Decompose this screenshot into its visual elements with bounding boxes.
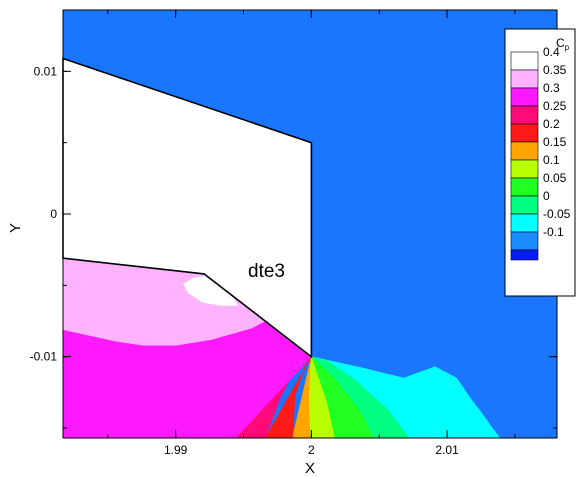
legend-label: -0.1	[543, 225, 564, 239]
y-tick-label: 0	[50, 207, 57, 221]
legend-swatch	[510, 177, 539, 197]
legend-swatch	[510, 105, 539, 125]
contour-region	[183, 275, 239, 306]
annotation-label: dte3	[248, 261, 285, 282]
legend-swatch	[510, 51, 539, 71]
legend-swatch	[510, 195, 539, 215]
legend-label: 0.35	[543, 63, 567, 77]
legend-swatch	[510, 249, 539, 261]
y-axis-title: Y	[7, 223, 24, 233]
legend-swatch	[510, 213, 539, 233]
legend-label: 0.15	[543, 135, 567, 149]
legend-label: 0	[543, 189, 550, 203]
legend-swatch	[510, 231, 539, 251]
legend-items: 0.4 0.35 0.3 0.25 0.2 0.15 0.1 0.05 0 -0.05 -0.1	[510, 45, 571, 261]
legend-title: Cp	[556, 36, 570, 52]
legend-label: 0.4	[543, 45, 560, 59]
contour-regions	[63, 257, 501, 438]
contour-region	[292, 356, 312, 438]
legend-swatch	[510, 87, 539, 107]
legend-label: 0.1	[543, 153, 560, 167]
legend-swatch	[510, 69, 539, 89]
x-tick-label: 2.01	[435, 443, 459, 457]
legend-swatch	[510, 123, 539, 143]
legend-label: 0.2	[543, 117, 560, 131]
legend-swatch	[510, 141, 539, 161]
legend-label: 0.3	[543, 81, 560, 95]
x-axis-title: X	[305, 460, 315, 477]
legend-swatch	[510, 159, 539, 179]
contour-region	[264, 356, 312, 438]
legend: Cp 0.4 0.35 0.3 0.25 0.2 0.15 0.1 0.05 0 -0.05 -0.…	[504, 28, 576, 297]
x-tick-label: 1.99	[164, 443, 188, 457]
y-tick-label: 0.01	[34, 64, 58, 78]
y-tick-label: -0.01	[30, 350, 58, 364]
x-tick-label: 2	[308, 443, 315, 457]
legend-label: 0.05	[543, 171, 567, 185]
legend-label: 0.25	[543, 99, 567, 113]
legend-label: -0.05	[543, 207, 571, 221]
